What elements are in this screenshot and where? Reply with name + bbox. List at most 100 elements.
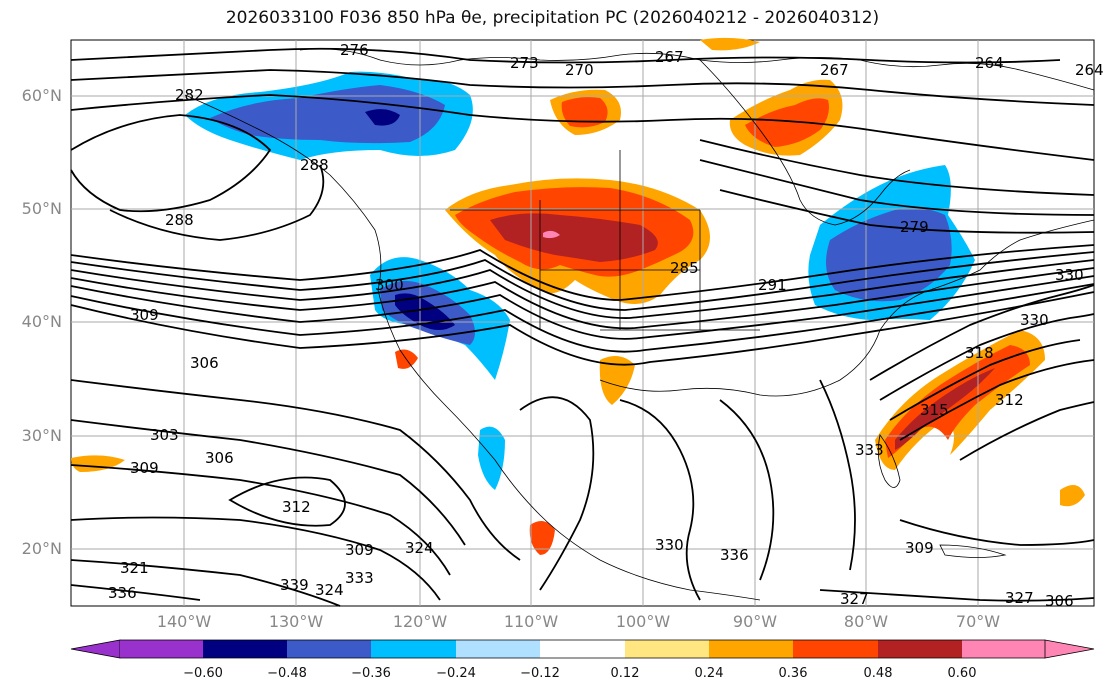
colorbar-tick-label: 0.48 (863, 666, 893, 681)
contour-line (70, 559, 341, 607)
lon-label: 120°W (392, 612, 448, 631)
colorbar-bin (540, 640, 625, 658)
contour-label: 306 (205, 449, 234, 467)
theta-e-contours (70, 47, 1095, 607)
contour-line (70, 69, 1095, 106)
precip-pattern-hudson-mid (745, 98, 829, 147)
contour-label: 291 (758, 276, 787, 294)
lat-label: 40°N (21, 312, 62, 331)
contour-label: 306 (190, 354, 219, 372)
colorbar-tick-label: −0.24 (436, 666, 476, 681)
coastline-florida (877, 434, 901, 488)
coastline-pacific (184, 94, 761, 601)
contour-line (70, 259, 1095, 319)
colorbar-bin (1044, 639, 1095, 659)
contour-label: 309 (130, 459, 159, 477)
state-borders (450, 150, 760, 331)
colorbar-bin (962, 640, 1045, 658)
contour-line (70, 516, 441, 601)
precip-pattern-mexico-red (529, 521, 555, 555)
contour-line (70, 94, 1095, 161)
contour-label: 306 (1045, 592, 1074, 610)
contour-label: 267 (655, 48, 684, 66)
colorbar-tick-label: −0.36 (351, 666, 391, 681)
colorbar-bin (70, 639, 121, 659)
colorbar-bin (371, 640, 456, 658)
contour-line (70, 419, 466, 546)
colorbar-tick-label: 0.24 (694, 666, 724, 681)
contour-line (70, 114, 272, 213)
contour-label: 324 (405, 539, 434, 557)
colorbar-bin (878, 640, 962, 658)
colorbar-bin (793, 640, 878, 658)
contour-label: 303 (150, 426, 179, 444)
coastline-caribbean-islands (939, 544, 1007, 558)
precip-pattern-nw-mid (210, 85, 445, 144)
contour-line (699, 139, 1095, 196)
contour-label: 312 (995, 391, 1024, 409)
precip-pattern-ne-mid (826, 208, 952, 302)
contour-label: 309 (130, 306, 159, 324)
colorbar-bin (287, 640, 371, 658)
lat-label: 60°N (21, 86, 62, 105)
contour-label: 324 (315, 581, 344, 599)
contour-line (70, 47, 1061, 64)
contour-label: 264 (975, 54, 1004, 72)
contour-label: 336 (720, 546, 749, 564)
contour-label: 330 (1055, 266, 1084, 284)
lon-label: 130°W (268, 612, 324, 631)
colorbar-outline (120, 639, 1045, 659)
colorbar-tick-label: −0.12 (520, 666, 560, 681)
precip-pattern-central-deep (543, 230, 560, 239)
contour-line (819, 589, 1095, 602)
contour-line (70, 379, 521, 561)
precip-pattern-canada-mid (561, 97, 608, 128)
contour-line (899, 359, 1095, 441)
contour-line (70, 251, 1095, 311)
contour-label: 264 (1075, 61, 1104, 79)
contour-label: 312 (282, 498, 311, 516)
contour-label: 315 (920, 401, 949, 419)
contour-line (619, 399, 701, 601)
contour-label: 339 (280, 576, 309, 594)
contour-line (699, 159, 1095, 216)
contour-label: 333 (855, 441, 884, 459)
contour-line (70, 283, 1095, 353)
lat-label: 30°N (21, 426, 62, 445)
contour-label: 288 (300, 156, 329, 174)
contour-label: 279 (900, 218, 929, 236)
contour-label: 273 (510, 54, 539, 72)
contour-label: 285 (670, 259, 699, 277)
lat-label: 50°N (21, 199, 62, 218)
contour-label: 309 (345, 541, 374, 559)
contour-line (719, 189, 1095, 234)
contour-label: 336 (108, 584, 137, 602)
contour-label: 270 (565, 61, 594, 79)
coastline-gulf-atlantic (599, 219, 1095, 397)
map-panel: 276 273 267 270 264 267 264 282 288 288 … (70, 37, 1104, 610)
contour-label: 300 (375, 276, 404, 294)
contour-line (70, 267, 1095, 330)
precip-pattern-central-strong (490, 213, 658, 262)
lon-label: 100°W (615, 612, 671, 631)
contour-line (959, 401, 1095, 461)
colorbar-tick-label: 0.36 (778, 666, 808, 681)
contour-line (70, 291, 1095, 366)
precip-pattern-nw-strong (365, 109, 400, 126)
colorbar-tick-label: −0.48 (267, 666, 307, 681)
contour-line (109, 164, 325, 241)
contour-label: 330 (655, 536, 684, 554)
precip-pattern-baja-blue (478, 426, 505, 490)
precip-pattern-atlantic-strong (895, 368, 995, 450)
contour-line (519, 396, 595, 591)
lon-label: 80°W (843, 612, 889, 631)
coastlines (184, 48, 1095, 601)
colorbar-tick-label: 0.60 (947, 666, 977, 681)
contour-line (889, 339, 1081, 421)
contour-label: 327 (840, 590, 869, 608)
colorbar-bin (709, 640, 793, 658)
colorbar-tick-label: −0.60 (183, 666, 223, 681)
coastline-hudson-bay (699, 59, 911, 226)
contour-label: 321 (120, 559, 149, 577)
